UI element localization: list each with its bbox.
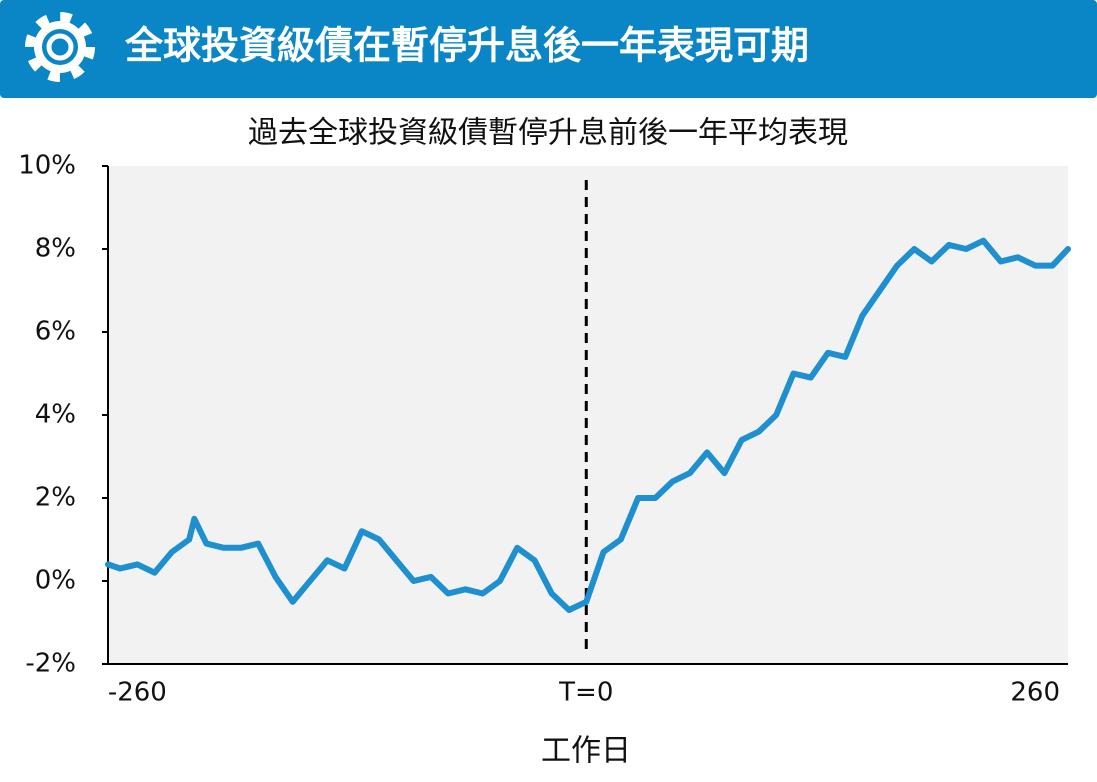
gear-icon (25, 12, 95, 82)
y-tick-label: 4% (35, 400, 76, 430)
x-axis-title: 工作日 (541, 734, 631, 769)
y-tick-label: 8% (35, 234, 76, 264)
y-tick-label: 10% (18, 151, 76, 181)
chart-title: 過去全球投資級債暫停升息前後一年平均表現 (248, 116, 848, 151)
plot-area (108, 166, 1068, 664)
y-tick-label: 0% (35, 566, 76, 596)
y-tick-label: -2% (25, 649, 76, 679)
header-bar (0, 0, 1097, 98)
y-tick-label: 2% (35, 483, 76, 513)
data-line (105, 237, 1071, 613)
x-tick-label: 260 (1010, 678, 1060, 708)
x-tick-label: T=0 (558, 678, 613, 708)
header-title: 全球投資級債在暫停升息後一年表現可期 (124, 24, 809, 68)
x-tick-label: -260 (108, 678, 167, 708)
y-tick-label: 6% (35, 317, 76, 347)
